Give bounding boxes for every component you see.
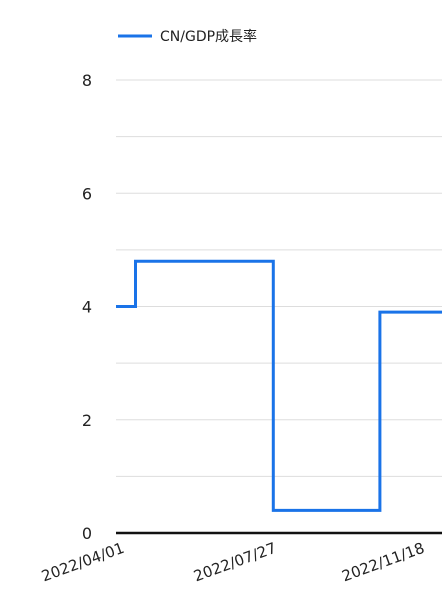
x-axis: 2022/04/012022/07/272022/11/182023/03/14… — [39, 531, 442, 585]
series-line — [116, 259, 442, 512]
x-tick-label: 2022/11/18 — [339, 539, 426, 585]
series-layer — [116, 259, 442, 512]
y-tick-label: 8 — [82, 71, 92, 90]
gridlines — [116, 79, 442, 477]
y-tick-label: 6 — [82, 184, 92, 203]
y-tick-label: 4 — [82, 298, 92, 317]
legend-label: CN/GDP成長率 — [160, 28, 257, 45]
x-tick-label: 2022/07/27 — [191, 539, 278, 585]
y-tick-label: 0 — [82, 524, 92, 543]
legend: CN/GDP成長率 — [118, 28, 257, 45]
y-tick-label: 2 — [82, 411, 92, 430]
x-tick-label: 2022/04/01 — [39, 539, 126, 585]
y-axis: 0 2 4 6 8 — [82, 71, 92, 543]
